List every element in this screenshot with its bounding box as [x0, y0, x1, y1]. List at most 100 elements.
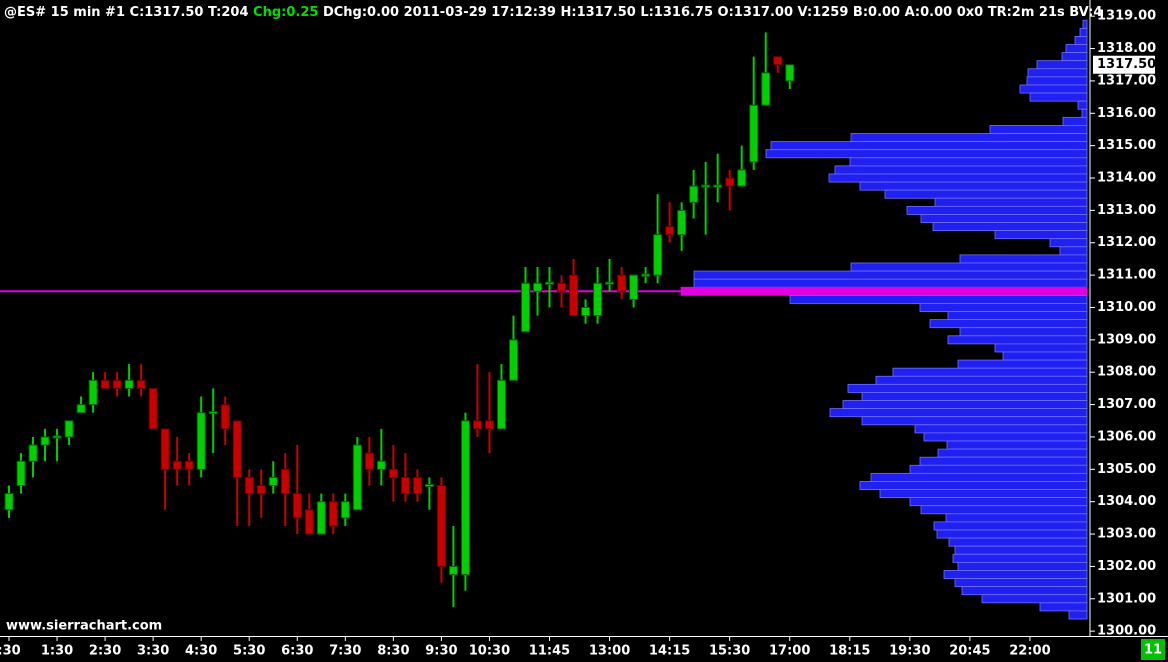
y-tick-label: 1301.00	[1097, 591, 1156, 606]
x-tick-label: 13:00	[589, 644, 630, 659]
profile-bar	[1027, 68, 1088, 78]
profile-bar	[933, 521, 1088, 531]
y-tick-label: 1300.00	[1097, 624, 1156, 639]
profile-bar	[954, 578, 1088, 588]
x-tick-label: 18:15	[829, 644, 870, 659]
profile-bar	[929, 319, 1088, 329]
profile-bar	[909, 464, 1088, 474]
y-tick-label: 1319.00	[1097, 9, 1156, 24]
candle-body	[28, 444, 38, 462]
y-tick-label: 1318.00	[1097, 41, 1156, 56]
y-tick-label: 1306.00	[1097, 429, 1156, 444]
profile-bar	[936, 529, 1088, 539]
x-tick-label: 11:45	[529, 644, 570, 659]
candle-body	[64, 420, 74, 438]
header-change: Chg:0.25	[253, 5, 318, 20]
candle-body	[364, 452, 374, 470]
profile-bar	[946, 440, 1088, 450]
x-tick-label: 22:00	[1009, 644, 1050, 659]
x-tick-label: 20:45	[949, 644, 990, 659]
candle-body	[725, 177, 735, 187]
profile-bar	[1036, 60, 1088, 70]
profile-bar	[765, 149, 1088, 159]
profile-bar	[919, 303, 1088, 312]
candle-body	[701, 184, 711, 188]
candle-body	[496, 379, 506, 430]
profile-bar	[943, 570, 1088, 579]
candle-body	[532, 282, 542, 292]
x-tick-label: 7:30	[329, 644, 361, 659]
profile-bar	[1049, 238, 1088, 248]
candle-body	[617, 274, 627, 292]
candle-body	[232, 420, 242, 478]
candle-body	[400, 476, 410, 495]
candle-body	[484, 420, 494, 430]
plot-area	[0, 19, 1088, 620]
candle-body	[508, 339, 518, 381]
profile-bar	[954, 545, 1088, 555]
candle-body	[124, 379, 134, 389]
y-tick-label: 1303.00	[1097, 527, 1156, 542]
candle-body	[653, 234, 663, 276]
profile-bar	[1065, 44, 1088, 53]
candle-body	[16, 460, 26, 486]
profile-bar	[1074, 36, 1088, 45]
profile-bar	[693, 278, 1088, 288]
profile-bar	[879, 489, 1088, 499]
candle-body	[557, 282, 567, 292]
profile-bar	[1039, 602, 1088, 612]
candle-body	[412, 476, 422, 495]
candle-body	[172, 460, 182, 470]
profile-bar	[875, 375, 1088, 385]
y-tick-label: 1307.00	[1097, 397, 1156, 412]
badge-box	[1141, 639, 1165, 660]
candle-body	[148, 387, 158, 430]
profile-bar	[1068, 610, 1088, 620]
candle-body	[208, 411, 218, 415]
candle-body	[581, 306, 591, 317]
candle-body	[641, 273, 651, 277]
profile-bar	[693, 270, 1088, 280]
candle-body	[424, 483, 434, 487]
y-tick-label: 1308.00	[1097, 365, 1156, 380]
profile-bar	[789, 294, 1088, 304]
candle-body	[665, 226, 675, 236]
x-tick-label: :30	[0, 644, 21, 659]
profile-bar	[770, 141, 1088, 151]
y-tick-label: 1312.00	[1097, 235, 1156, 250]
x-tick-label: 5:30	[233, 644, 265, 659]
profile-bar	[914, 424, 1088, 434]
y-tick-label: 1309.00	[1097, 332, 1156, 347]
candle-body	[268, 476, 278, 486]
candle-body	[376, 460, 386, 470]
profile-bar	[1062, 116, 1088, 126]
profile-bar	[932, 222, 1088, 232]
badge-text: 11	[1144, 643, 1162, 658]
candle-body	[244, 476, 254, 495]
profile-bar	[859, 481, 1088, 490]
candle-body	[280, 468, 290, 495]
profile-bar	[923, 432, 1088, 442]
profile-bar	[1002, 351, 1088, 361]
x-tick-label: 8:30	[377, 644, 409, 659]
header-rest: DChg:0.00 2011-03-29 17:12:39 H:1317.50 …	[323, 5, 1102, 20]
profile-bar	[1019, 84, 1088, 94]
x-tick-label: 6:30	[281, 644, 313, 659]
profile-bar	[945, 513, 1088, 523]
profile-bar	[1082, 19, 1088, 29]
profile-bar	[850, 262, 1088, 272]
x-tick-label: 1:30	[41, 644, 73, 659]
profile-bar	[994, 343, 1088, 353]
profile-bar	[850, 133, 1088, 143]
profile-bar	[959, 254, 1088, 264]
x-tick-label: 9:30	[425, 644, 457, 659]
y-tick-label: 1304.00	[1097, 494, 1156, 509]
candle-body	[76, 404, 86, 414]
profile-bar	[1029, 92, 1088, 102]
x-tick-label: 2:30	[89, 644, 121, 659]
profile-bar	[920, 505, 1088, 515]
candle-body	[316, 501, 326, 535]
profile-bar	[948, 537, 1088, 547]
candle-body	[749, 104, 759, 163]
candle-body	[460, 420, 470, 576]
